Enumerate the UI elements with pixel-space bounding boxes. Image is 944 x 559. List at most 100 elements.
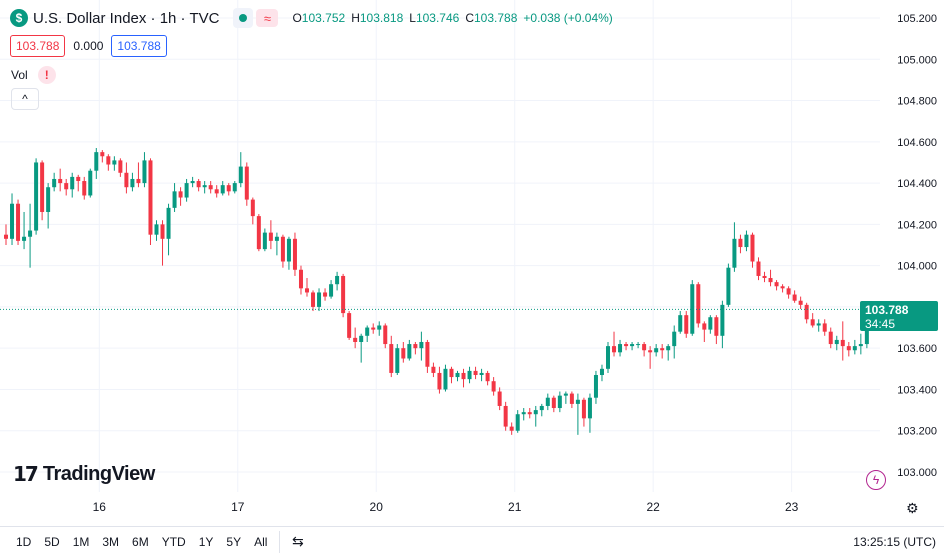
price-tick-label: 104.200 <box>897 219 937 231</box>
time-tick-label: 22 <box>646 500 660 514</box>
candle-body <box>491 381 496 392</box>
last-price: 103.788 <box>865 303 909 318</box>
candle-body <box>365 327 370 336</box>
candle-body <box>311 292 316 307</box>
candle-body <box>599 368 604 376</box>
candle-body <box>527 412 532 415</box>
goto-date-icon[interactable]: ⇆ <box>292 533 304 549</box>
bid-button[interactable]: 103.788 <box>10 35 66 57</box>
candle-body <box>413 344 418 349</box>
candle-body <box>256 216 261 250</box>
candle-body <box>160 224 165 239</box>
bottom-toolbar: 1D 5D 1M 3M 6M YTD 1Y 5Y All ⇆ 13:25:15 … <box>0 526 944 559</box>
candle-body <box>280 236 285 262</box>
spread-value: 0.000 <box>73 39 104 53</box>
candle-body <box>636 344 641 346</box>
candle-body <box>70 176 75 190</box>
utc-clock[interactable]: 13:25:15 (UTC) <box>853 535 936 549</box>
candle-body <box>112 160 117 165</box>
range-6m[interactable]: 6M <box>132 535 149 549</box>
range-5d[interactable]: 5D <box>44 535 60 549</box>
candle-body <box>268 232 273 241</box>
candle-body <box>148 160 153 235</box>
candle-body <box>347 313 352 338</box>
range-3m[interactable]: 3M <box>102 535 120 549</box>
ask-button[interactable]: 103.788 <box>111 35 167 57</box>
candle-body <box>286 238 291 262</box>
candle-body <box>575 399 580 404</box>
symbol-legend: $ U.S. Dollar Index · 1h · TVC ≈ O103.75… <box>10 8 613 28</box>
candle-body <box>136 178 141 184</box>
candle-body <box>750 234 755 262</box>
range-1m[interactable]: 1M <box>72 535 90 549</box>
time-tick-label: 16 <box>93 500 107 514</box>
candle-body <box>437 372 442 390</box>
candle-body <box>244 166 249 200</box>
warning-icon[interactable]: ! <box>37 66 56 84</box>
candle-body <box>762 275 767 279</box>
symbol-title[interactable]: U.S. Dollar Index · 1h · TVC <box>33 9 220 27</box>
price-tick-label: 103.200 <box>897 426 937 438</box>
candle-body <box>834 339 839 345</box>
candle-body <box>292 238 297 270</box>
candle-body <box>425 341 430 367</box>
candle-body <box>768 278 773 283</box>
candle-body <box>371 327 376 330</box>
candle-body <box>726 267 731 305</box>
gear-icon[interactable]: ⚙ <box>906 500 919 516</box>
range-all[interactable]: All <box>254 535 268 549</box>
candle-body <box>479 372 484 376</box>
candle-body <box>581 399 586 419</box>
candle-body <box>557 395 562 409</box>
chevron-up-icon: ^ <box>22 92 28 106</box>
candle-body <box>533 410 538 415</box>
candle-body <box>666 346 671 351</box>
candle-body <box>569 393 574 404</box>
status-dot-icon <box>239 14 248 22</box>
ohlc-values: O103.752 H103.818 L103.746 C103.788 +0.0… <box>292 11 612 25</box>
ohlc-close: C103.788 <box>465 11 518 25</box>
candle-body <box>654 348 659 353</box>
candle-body <box>786 288 791 295</box>
price-tick-label: 105.000 <box>897 54 937 66</box>
candle-body <box>220 185 225 194</box>
price-axis: 105.200 105.000 104.800 104.600 104.400 104.2… <box>897 13 937 479</box>
range-5y[interactable]: 5Y <box>226 535 242 549</box>
candle-body <box>467 370 472 380</box>
price-change: +0.038 (+0.04%) <box>523 11 613 25</box>
range-1y[interactable]: 1Y <box>198 535 214 549</box>
candle-body <box>88 170 93 196</box>
candle-body <box>828 331 833 345</box>
candle-body <box>142 160 147 184</box>
range-1d[interactable]: 1D <box>16 535 32 549</box>
candle-body <box>485 372 490 382</box>
tradingview-wordmark: TradingView <box>42 462 155 485</box>
candle-body <box>178 191 183 198</box>
candle-body <box>10 203 15 239</box>
candle-body <box>780 286 785 289</box>
candle-body <box>606 346 610 369</box>
wave-icon[interactable]: ≈ <box>256 9 279 27</box>
price-tick-label: 104.800 <box>897 96 937 108</box>
candle-body <box>76 176 81 182</box>
bolt-icon[interactable]: ϟ <box>866 470 886 490</box>
collapse-legend-button[interactable]: ^ <box>11 88 39 110</box>
price-tick-label: 104.600 <box>897 137 937 149</box>
candle-body <box>521 412 526 415</box>
candle-body <box>455 372 460 378</box>
range-ytd[interactable]: YTD <box>161 535 186 549</box>
candle-body <box>94 152 99 171</box>
time-tick-label: 17 <box>231 500 245 514</box>
candle-body <box>232 183 237 192</box>
bar-countdown: 34:45 <box>865 317 896 332</box>
candle-body <box>822 323 827 332</box>
candle-body <box>503 405 508 427</box>
market-status-button[interactable] <box>233 8 254 28</box>
candle-body <box>377 325 382 330</box>
candle-body <box>166 207 171 239</box>
candle-body <box>58 178 63 184</box>
tradingview-logo[interactable]: 17 TradingView <box>13 462 155 486</box>
candle-body <box>317 292 322 307</box>
candle-body <box>696 284 701 324</box>
candle-body <box>774 282 779 287</box>
